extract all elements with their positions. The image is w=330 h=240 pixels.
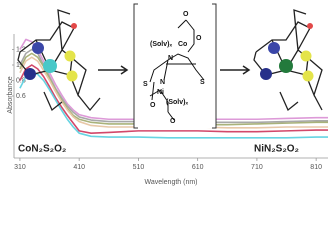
x-tick-label: 510 (133, 164, 145, 171)
spectrum-plot: 310 410 510 610 710 810 0.6 0.8 1 1.2 (12, 34, 328, 171)
atom-label: Ni (157, 89, 164, 96)
y-tick-label: 1.2 (16, 46, 26, 53)
atom-label: O (196, 35, 202, 42)
atom-label: Co (178, 41, 187, 48)
atom (43, 59, 57, 73)
x-tick-label: 610 (192, 164, 204, 171)
ni-label: NiN₂S₂O₂ (254, 144, 299, 155)
arrow (98, 65, 129, 75)
y-tick-label: 1 (16, 62, 20, 69)
atom (71, 23, 77, 29)
atom (300, 50, 312, 62)
x-tick-label: 810 (310, 164, 322, 171)
atom-label: O (170, 118, 176, 125)
spectrum-line (19, 48, 328, 124)
atom (32, 42, 44, 54)
atom (66, 70, 78, 82)
y-tick-label: 0.6 (16, 93, 26, 100)
atom (279, 59, 293, 73)
co-label: CoN₂S₂O₂ (18, 144, 66, 155)
atom (302, 70, 314, 82)
y-axis-label: Absorbance (7, 76, 14, 113)
atom-label: (Solv)ₓ (166, 99, 188, 106)
spectrum-line (19, 71, 328, 139)
atom (260, 68, 272, 80)
x-axis-label: Wavelength (nm) (144, 179, 197, 186)
spectrum-line (19, 64, 328, 134)
y-tick-label: 0.8 (16, 77, 26, 84)
atom-label: N (160, 79, 165, 86)
atom-label: S (143, 81, 148, 88)
atom-label: O (183, 11, 189, 18)
atom-label: O (150, 102, 156, 109)
co-molecule (17, 9, 101, 112)
atom-label: (Solv)ₓ (150, 41, 172, 48)
atom (24, 68, 36, 80)
spectrum-line (19, 52, 328, 126)
x-tick-label: 310 (14, 164, 26, 171)
x-tick-label: 710 (251, 164, 263, 171)
background (134, 4, 216, 128)
atom (307, 23, 313, 29)
atom-label: S (200, 79, 205, 86)
spectrum-line (19, 56, 328, 129)
atom (268, 42, 280, 54)
bonds (149, 19, 205, 121)
brackets (133, 3, 217, 129)
atom (64, 50, 76, 62)
structure-box (133, 3, 217, 129)
x-tick-label: 410 (73, 164, 85, 171)
arrow (220, 65, 251, 75)
ni-molecule (253, 9, 323, 112)
atom-label: N (168, 55, 173, 62)
